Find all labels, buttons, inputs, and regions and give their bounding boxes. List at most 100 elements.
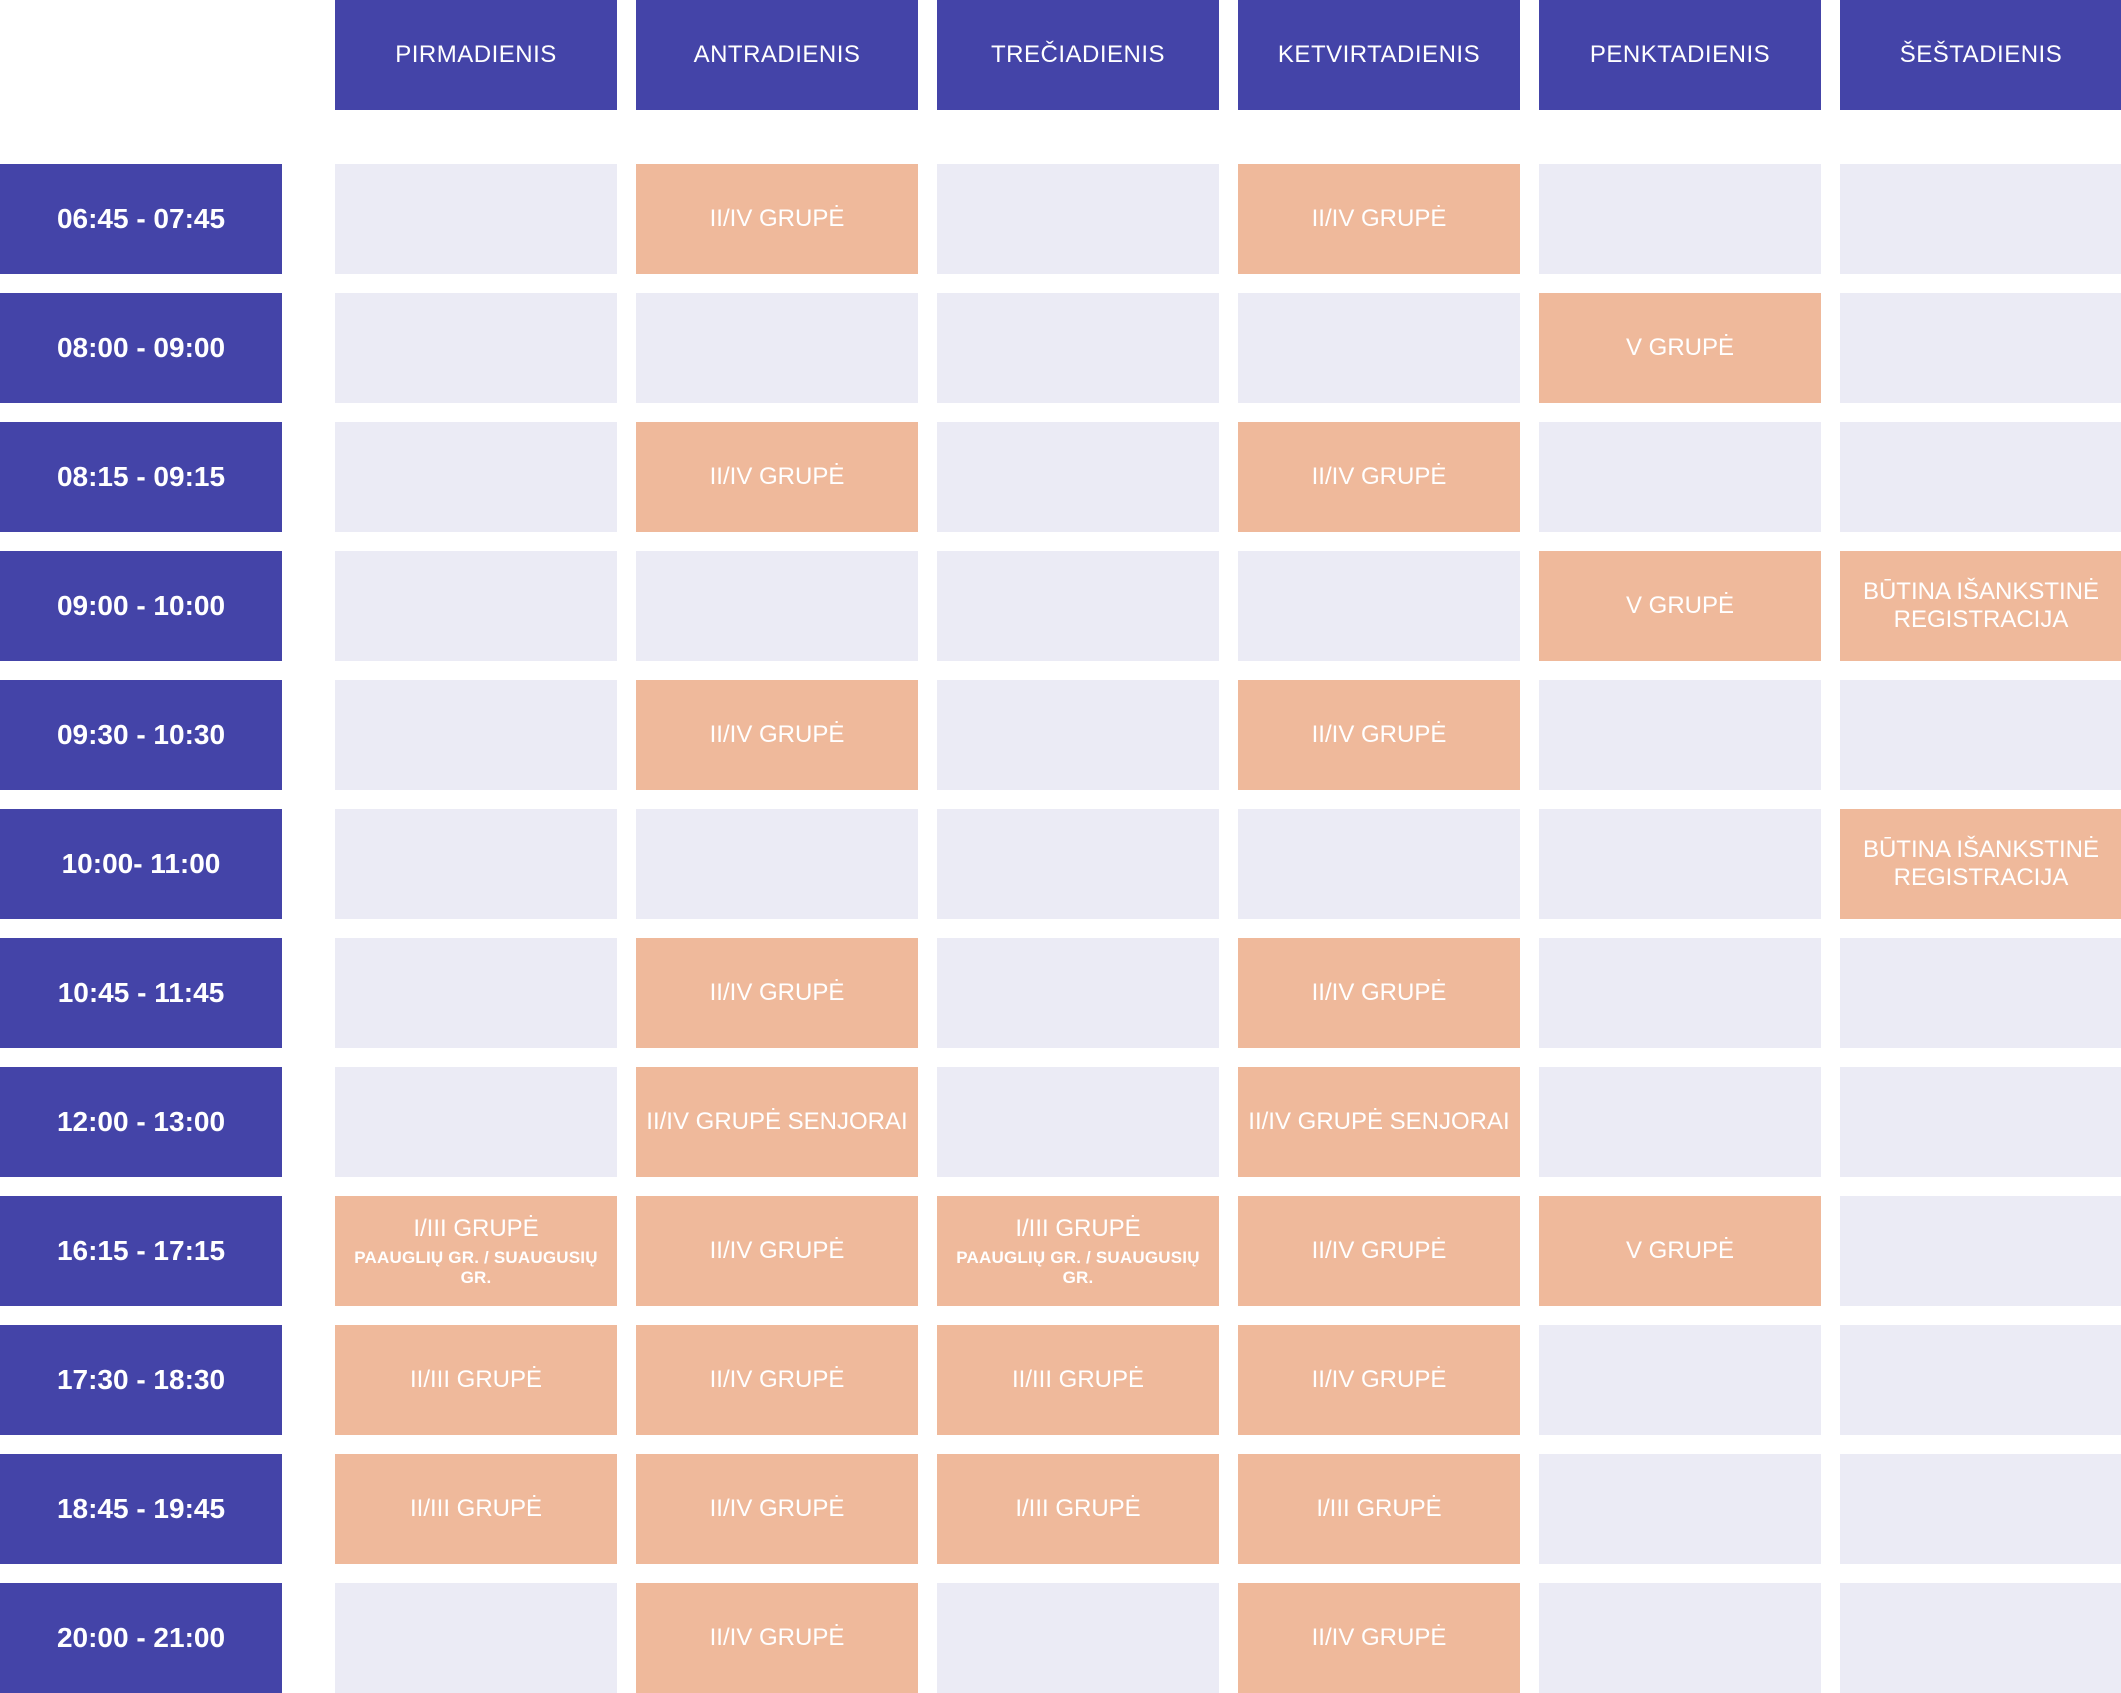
time-slot-label: 18:45 - 19:45 xyxy=(0,1454,282,1564)
class-session-cell[interactable]: II/IV GRUPĖ xyxy=(1238,1583,1520,1693)
empty-schedule-cell xyxy=(1840,1196,2121,1306)
empty-schedule-cell xyxy=(1539,422,1821,532)
day-header-treciadienis: TREČIADIENIS xyxy=(937,0,1219,110)
time-slot-label: 09:00 - 10:00 xyxy=(0,551,282,661)
class-session-cell[interactable]: II/IV GRUPĖ xyxy=(636,938,918,1048)
session-label: II/IV GRUPĖ xyxy=(709,1237,845,1265)
empty-schedule-cell xyxy=(1539,1325,1821,1435)
class-session-cell[interactable]: II/IV GRUPĖ xyxy=(636,1325,918,1435)
class-session-cell[interactable]: II/IV GRUPĖ xyxy=(636,1583,918,1693)
session-label: BŪTINA IŠANKSTINĖ REGISTRACIJA xyxy=(1862,578,2100,633)
class-session-cell[interactable]: BŪTINA IŠANKSTINĖ REGISTRACIJA xyxy=(1840,809,2121,919)
class-session-cell[interactable]: I/III GRUPĖ PAAUGLIŲ GR. / SUAUGUSIŲ GR. xyxy=(335,1196,617,1306)
session-label: II/IV GRUPĖ xyxy=(1311,979,1447,1007)
empty-schedule-cell xyxy=(1539,1067,1821,1177)
empty-schedule-cell xyxy=(1840,1454,2121,1564)
session-label: II/IV GRUPĖ SENJORAI xyxy=(1248,1108,1510,1136)
class-session-cell[interactable]: II/IV GRUPĖ xyxy=(1238,1325,1520,1435)
empty-schedule-cell xyxy=(1238,293,1520,403)
day-header-sestadienis: ŠEŠTADIENIS xyxy=(1840,0,2121,110)
time-slot-label: 10:00- 11:00 xyxy=(0,809,282,919)
empty-schedule-cell xyxy=(937,422,1219,532)
class-session-cell[interactable]: II/III GRUPĖ xyxy=(335,1325,617,1435)
empty-schedule-cell xyxy=(335,1583,617,1693)
empty-schedule-cell xyxy=(1238,551,1520,661)
empty-schedule-cell xyxy=(1238,809,1520,919)
empty-schedule-cell xyxy=(1539,1454,1821,1564)
class-session-cell[interactable]: II/III GRUPĖ xyxy=(335,1454,617,1564)
session-label: II/IV GRUPĖ xyxy=(709,721,845,749)
class-session-cell[interactable]: I/III GRUPĖ xyxy=(937,1454,1219,1564)
class-session-cell[interactable]: II/IV GRUPĖ xyxy=(1238,422,1520,532)
empty-schedule-cell xyxy=(1840,938,2121,1048)
empty-schedule-cell xyxy=(335,938,617,1048)
class-session-cell[interactable]: II/IV GRUPĖ xyxy=(1238,164,1520,274)
class-session-cell[interactable]: II/IV GRUPĖ xyxy=(636,1196,918,1306)
empty-schedule-cell xyxy=(335,1067,617,1177)
session-label: V GRUPĖ xyxy=(1625,334,1735,362)
session-sublabel: PAAUGLIŲ GR. / SUAUGUSIŲ GR. xyxy=(354,1248,598,1287)
class-session-cell[interactable]: I/III GRUPĖ xyxy=(1238,1454,1520,1564)
empty-schedule-cell xyxy=(1840,1067,2121,1177)
class-session-cell[interactable]: II/III GRUPĖ xyxy=(937,1325,1219,1435)
time-slot-label: 09:30 - 10:30 xyxy=(0,680,282,790)
class-session-cell[interactable]: II/IV GRUPĖ SENJORAI xyxy=(1238,1067,1520,1177)
time-slot-label: 17:30 - 18:30 xyxy=(0,1325,282,1435)
class-session-cell[interactable]: II/IV GRUPĖ xyxy=(1238,680,1520,790)
class-session-cell[interactable]: I/III GRUPĖ PAAUGLIŲ GR. / SUAUGUSIŲ GR. xyxy=(937,1196,1219,1306)
class-session-cell[interactable]: II/IV GRUPĖ xyxy=(636,1454,918,1564)
time-slot-label: 12:00 - 13:00 xyxy=(0,1067,282,1177)
empty-schedule-cell xyxy=(937,551,1219,661)
empty-schedule-cell xyxy=(937,164,1219,274)
empty-schedule-cell xyxy=(335,551,617,661)
class-session-cell[interactable]: BŪTINA IŠANKSTINĖ REGISTRACIJA xyxy=(1840,551,2121,661)
empty-schedule-cell xyxy=(1539,1583,1821,1693)
time-slot-label: 08:15 - 09:15 xyxy=(0,422,282,532)
session-label: II/IV GRUPĖ xyxy=(1311,1366,1447,1394)
session-label: I/III GRUPĖ xyxy=(1015,1495,1141,1523)
empty-schedule-cell xyxy=(937,938,1219,1048)
empty-schedule-cell xyxy=(1840,164,2121,274)
session-label: II/IV GRUPĖ xyxy=(1311,721,1447,749)
session-label: V GRUPĖ xyxy=(1625,1237,1735,1265)
session-label: V GRUPĖ xyxy=(1625,592,1735,620)
class-session-cell[interactable]: V GRUPĖ xyxy=(1539,551,1821,661)
day-header-penktadienis: PENKTADIENIS xyxy=(1539,0,1821,110)
time-slot-label: 16:15 - 17:15 xyxy=(0,1196,282,1306)
empty-schedule-cell xyxy=(937,1067,1219,1177)
class-session-cell[interactable]: V GRUPĖ xyxy=(1539,1196,1821,1306)
session-label: I/III GRUPĖ xyxy=(413,1214,539,1242)
session-label: II/III GRUPĖ xyxy=(409,1495,543,1523)
session-label: II/III GRUPĖ xyxy=(409,1366,543,1394)
empty-schedule-cell xyxy=(1539,809,1821,919)
class-session-cell[interactable]: II/IV GRUPĖ xyxy=(1238,938,1520,1048)
session-label: II/IV GRUPĖ xyxy=(709,1624,845,1652)
empty-schedule-cell xyxy=(1539,164,1821,274)
session-sublabel: PAAUGLIŲ GR. / SUAUGUSIŲ GR. xyxy=(956,1248,1200,1287)
session-label: II/IV GRUPĖ xyxy=(1311,1624,1447,1652)
session-label: I/III GRUPĖ xyxy=(1316,1495,1442,1523)
class-session-cell[interactable]: II/IV GRUPĖ xyxy=(636,680,918,790)
class-session-cell[interactable]: II/IV GRUPĖ xyxy=(636,422,918,532)
day-header-pirmadienis: PIRMADIENIS xyxy=(335,0,617,110)
session-label: BŪTINA IŠANKSTINĖ REGISTRACIJA xyxy=(1862,836,2100,891)
day-header-antradienis: ANTRADIENIS xyxy=(636,0,918,110)
time-slot-label: 06:45 - 07:45 xyxy=(0,164,282,274)
empty-schedule-cell xyxy=(335,293,617,403)
empty-schedule-cell xyxy=(636,293,918,403)
session-label: II/IV GRUPĖ xyxy=(1311,1237,1447,1265)
empty-schedule-cell xyxy=(335,164,617,274)
empty-schedule-cell xyxy=(335,680,617,790)
time-slot-label: 10:45 - 11:45 xyxy=(0,938,282,1048)
session-label: II/IV GRUPĖ xyxy=(709,205,845,233)
class-session-cell[interactable]: II/IV GRUPĖ xyxy=(1238,1196,1520,1306)
empty-schedule-cell xyxy=(1840,1583,2121,1693)
empty-schedule-cell xyxy=(937,293,1219,403)
class-session-cell[interactable]: V GRUPĖ xyxy=(1539,293,1821,403)
empty-schedule-cell xyxy=(335,422,617,532)
time-slot-label: 08:00 - 09:00 xyxy=(0,293,282,403)
empty-schedule-cell xyxy=(1539,938,1821,1048)
day-header-ketvirtadienis: KETVIRTADIENIS xyxy=(1238,0,1520,110)
class-session-cell[interactable]: II/IV GRUPĖ xyxy=(636,164,918,274)
class-session-cell[interactable]: II/IV GRUPĖ SENJORAI xyxy=(636,1067,918,1177)
